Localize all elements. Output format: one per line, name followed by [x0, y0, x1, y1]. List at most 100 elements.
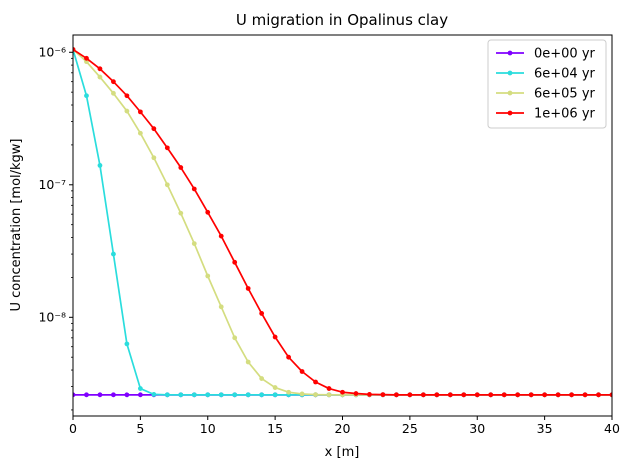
data-point	[272, 385, 278, 390]
data-point	[73, 47, 76, 52]
data-point	[151, 126, 157, 132]
data-point	[164, 392, 170, 398]
x-tick-label: 25	[402, 421, 418, 436]
legend-label: 6e+04 yr	[534, 67, 596, 82]
data-point	[272, 334, 278, 340]
data-point	[286, 389, 291, 395]
data-point	[111, 90, 116, 96]
x-axis-title: x [m]	[325, 445, 360, 460]
data-point	[515, 392, 521, 398]
data-point	[528, 392, 534, 398]
data-point	[124, 108, 130, 114]
series-layer	[73, 47, 612, 398]
data-point	[340, 389, 345, 395]
x-tick-label: 30	[469, 421, 485, 436]
data-point	[191, 241, 197, 246]
data-point	[124, 341, 130, 347]
data-point	[259, 311, 265, 316]
legend-entry: 1e+06 yr	[496, 107, 596, 122]
axes-layer: 0 5 10 15 20 25 30 35 40 10⁻⁸ 10⁻⁷ 10⁻⁶	[38, 34, 620, 436]
data-point	[205, 209, 211, 215]
data-point	[111, 251, 116, 257]
data-point	[73, 392, 76, 398]
data-point	[191, 392, 197, 398]
x-tick-label: 5	[136, 421, 144, 436]
x-tick-label: 20	[335, 421, 351, 436]
data-point	[542, 392, 548, 398]
data-point	[232, 392, 238, 398]
data-point	[84, 55, 89, 61]
data-point	[299, 391, 305, 397]
data-point	[137, 392, 143, 398]
data-point	[434, 392, 440, 398]
legend-swatch-marker	[507, 70, 513, 76]
data-point	[353, 391, 359, 396]
y-tick-label: 10⁻⁷	[38, 177, 66, 192]
y-axis-title: U concentration [mol/kgw]	[9, 139, 24, 312]
data-point	[111, 392, 116, 398]
data-point	[555, 392, 561, 398]
data-point	[111, 79, 116, 85]
data-point	[259, 392, 265, 398]
legend-entry: 6e+05 yr	[496, 87, 596, 102]
data-point	[164, 182, 170, 188]
data-point	[501, 392, 507, 398]
series-3	[73, 47, 612, 398]
data-point	[569, 392, 574, 398]
data-point	[151, 155, 157, 161]
data-point	[191, 186, 197, 192]
data-point	[97, 163, 103, 168]
data-point	[232, 259, 238, 265]
data-point	[137, 130, 143, 136]
legend-label: 1e+06 yr	[534, 107, 596, 122]
data-point	[218, 304, 224, 310]
legend: 0e+00 yr 6e+04 yr 6e+05 yr 1e+06 yr	[487, 39, 607, 129]
data-point	[164, 145, 170, 151]
data-point	[178, 165, 184, 170]
data-point	[84, 93, 89, 99]
data-point	[84, 392, 89, 398]
data-point	[245, 286, 251, 291]
data-point	[380, 392, 386, 398]
legend-label: 6e+05 yr	[534, 87, 596, 102]
data-point	[232, 335, 238, 341]
data-point	[596, 392, 601, 398]
legend-entry: 0e+00 yr	[496, 47, 596, 62]
data-point	[609, 392, 612, 398]
data-point	[394, 392, 399, 398]
x-tick-label: 40	[604, 421, 620, 436]
data-point	[97, 66, 103, 72]
legend-swatch-marker	[507, 110, 513, 116]
data-point	[124, 93, 130, 99]
data-point	[420, 392, 426, 398]
legend-box	[487, 39, 607, 129]
data-point	[178, 392, 184, 398]
y-tick-label: 10⁻⁶	[38, 44, 66, 59]
legend-label: 0e+00 yr	[534, 47, 596, 62]
data-point	[474, 392, 480, 398]
data-point	[151, 391, 157, 397]
data-point	[582, 392, 588, 398]
data-point	[407, 392, 413, 398]
data-point	[259, 376, 265, 381]
data-point	[326, 392, 332, 398]
data-point	[84, 59, 89, 65]
legend-swatch-marker	[507, 50, 513, 56]
y-tick-label: 10⁻⁸	[38, 309, 66, 324]
data-point	[313, 379, 318, 385]
data-point	[326, 386, 332, 391]
data-point	[272, 392, 278, 398]
data-point	[367, 391, 372, 397]
data-point	[97, 74, 103, 80]
data-point	[205, 392, 211, 398]
data-point	[461, 392, 467, 398]
data-point	[178, 210, 184, 216]
data-point	[313, 392, 318, 398]
x-tick-label: 15	[267, 421, 283, 436]
data-point	[97, 392, 103, 398]
data-point	[218, 392, 224, 398]
data-point	[205, 273, 211, 279]
x-tick-label: 10	[200, 421, 216, 436]
data-point	[124, 392, 130, 398]
